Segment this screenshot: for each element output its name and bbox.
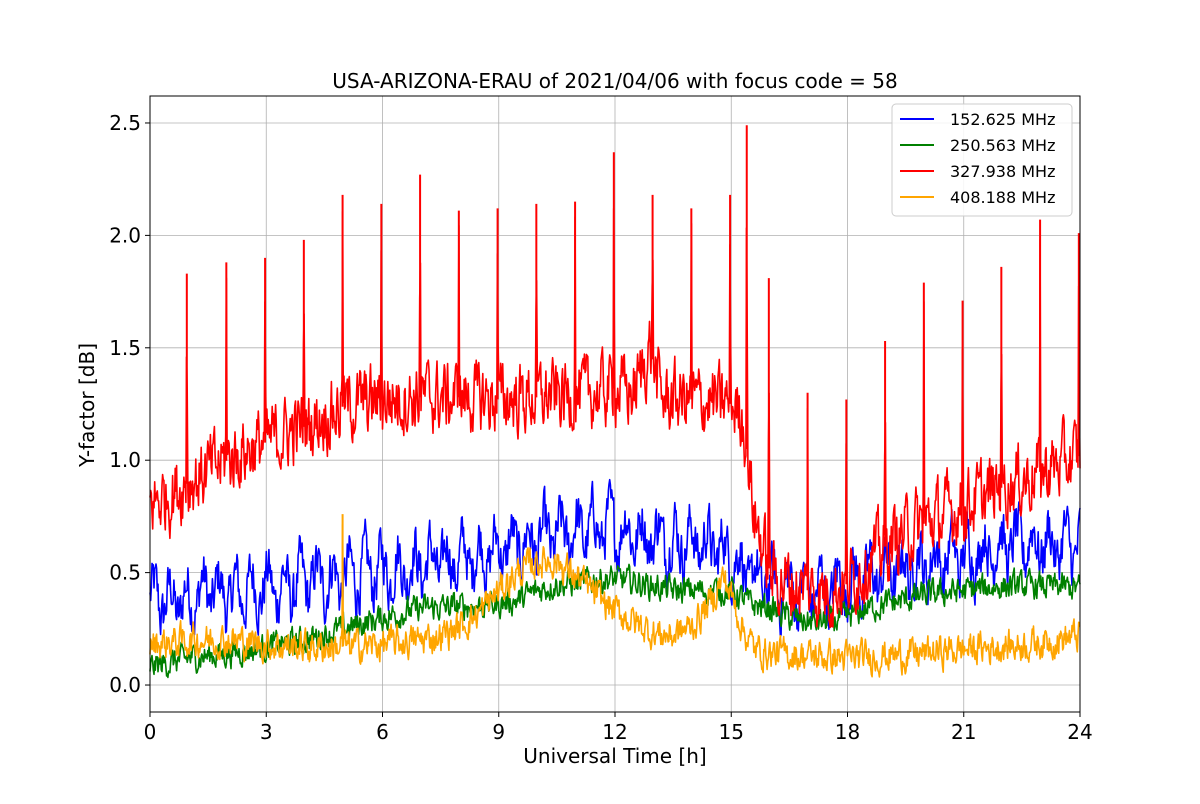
- plot-series: [149, 125, 1081, 679]
- x-tick-label: 0: [144, 720, 157, 744]
- x-tick-label: 12: [602, 720, 627, 744]
- x-tick-label: 3: [260, 720, 273, 744]
- legend-entry-label: 152.625 MHz: [950, 110, 1055, 129]
- series-250563-group: [149, 563, 1081, 679]
- y-tick-label: 1.0: [109, 448, 141, 472]
- y-tick-label: 0.5: [109, 561, 141, 585]
- legend-entry-label: 250.563 MHz: [950, 136, 1055, 155]
- legend: 152.625 MHz 250.563 MHz 327.938 MHz 408.188…: [891, 103, 1073, 217]
- series-line: [149, 563, 1081, 679]
- y-axis-label: Y-factor [dB]: [75, 343, 99, 468]
- series-327938-group: [149, 125, 1081, 629]
- y-tick-label: 1.5: [109, 336, 141, 360]
- series-line: [149, 207, 1081, 629]
- legend-entry-label: 327.938 MHz: [950, 162, 1055, 181]
- x-axis-label: Universal Time [h]: [523, 744, 706, 768]
- chart-title: USA-ARIZONA-ERAU of 2021/04/06 with focu…: [332, 69, 897, 93]
- series-152625-group: [149, 478, 1081, 638]
- x-tick-label: 9: [492, 720, 505, 744]
- series-line: [149, 523, 1081, 678]
- y-tick-label: 2.0: [109, 223, 141, 247]
- x-tick-label: 6: [376, 720, 389, 744]
- legend-entry-label: 408.188 MHz: [950, 188, 1055, 207]
- series-408188-group: [149, 514, 1081, 678]
- x-tick-label: 21: [951, 720, 976, 744]
- series-line: [149, 478, 1081, 638]
- legend-box: [891, 103, 1073, 217]
- axis-ticks: 0 3 6 9 12 15 18 21 24 0.0 0.5 1.0 1.5 2.0 2.5: [109, 111, 1093, 744]
- x-tick-label: 18: [835, 720, 860, 744]
- x-tick-label: 15: [719, 720, 744, 744]
- x-tick-label: 24: [1067, 720, 1092, 744]
- y-tick-label: 2.5: [109, 111, 141, 135]
- y-tick-label: 0.0: [109, 673, 141, 697]
